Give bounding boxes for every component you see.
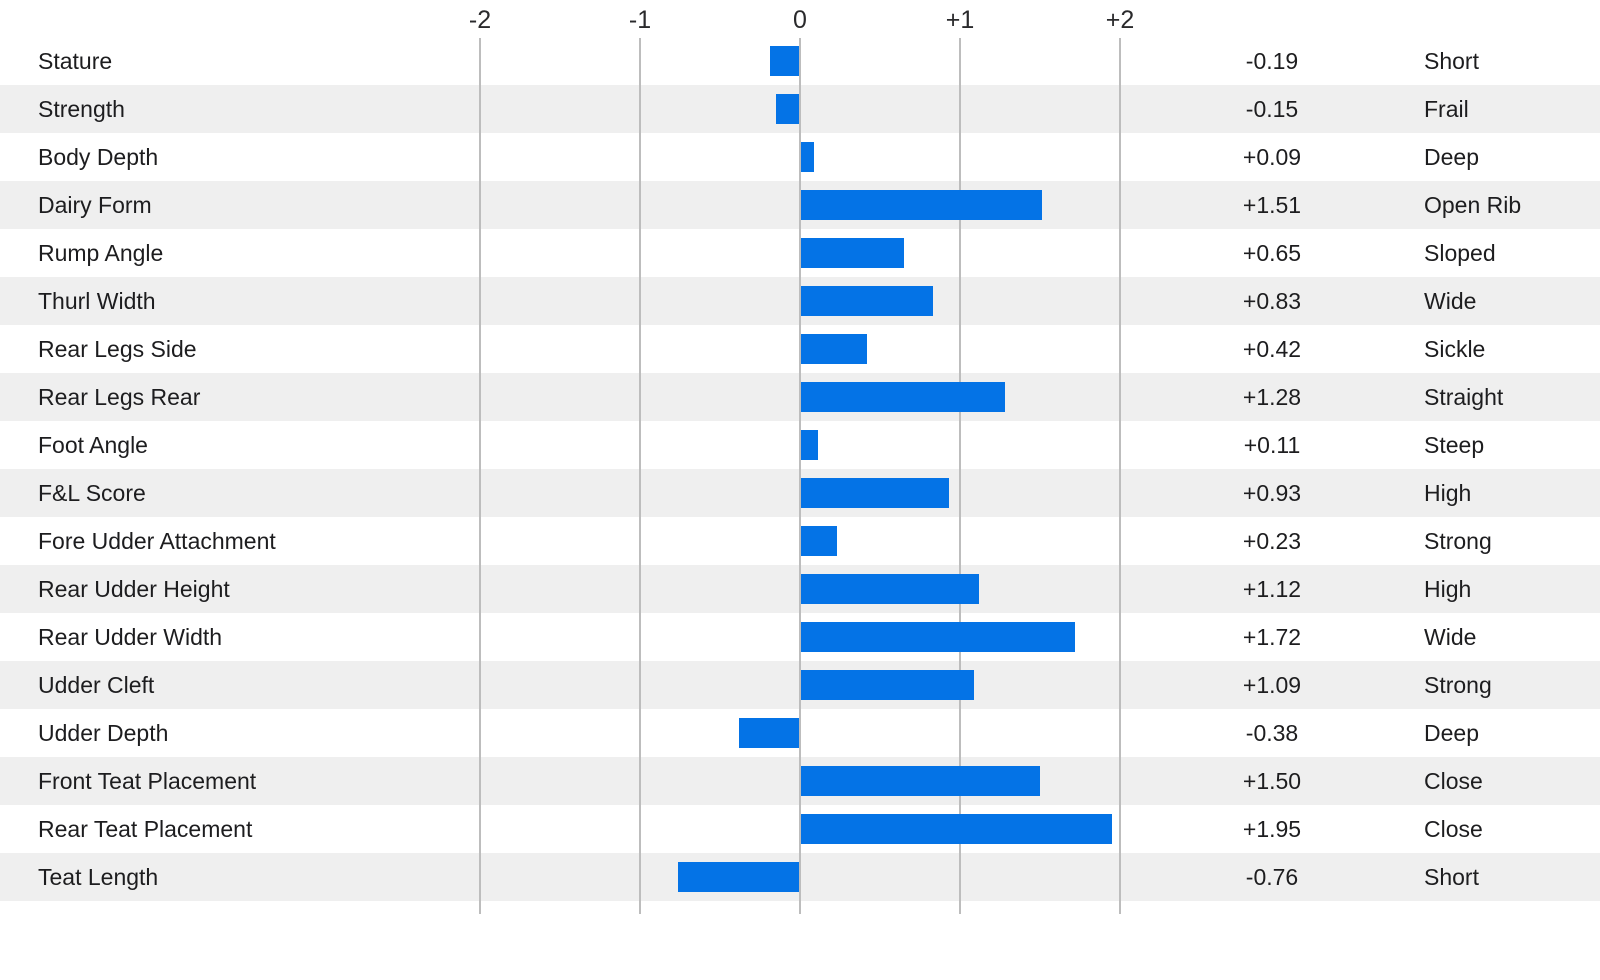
trait-label: Rear Legs Side <box>38 336 197 362</box>
trait-descriptor: Short <box>1424 48 1479 74</box>
trait-value: +0.23 <box>1242 528 1302 554</box>
trait-value: +1.09 <box>1242 672 1302 698</box>
gridline <box>479 38 481 914</box>
trait-label: Rear Udder Width <box>38 624 223 650</box>
trait-descriptor: Open Rib <box>1424 192 1522 218</box>
trait-value: +1.50 <box>1242 768 1302 794</box>
trait-bar <box>801 238 904 268</box>
trait-label: Rear Teat Placement <box>38 816 253 842</box>
trait-descriptor: Deep <box>1424 720 1479 746</box>
trait-label: Udder Cleft <box>38 672 155 698</box>
trait-row: Rump Angle +0.65 Sloped <box>0 229 1600 277</box>
trait-value: +1.95 <box>1242 816 1302 842</box>
trait-bar <box>801 430 818 460</box>
trait-label: Body Depth <box>38 144 159 170</box>
trait-bar <box>801 142 815 172</box>
gridline <box>639 38 641 914</box>
trait-label: Strength <box>38 96 125 122</box>
trait-value: -0.15 <box>1245 96 1299 122</box>
trait-descriptor: Straight <box>1424 384 1504 410</box>
trait-bar <box>801 478 949 508</box>
trait-bar <box>739 718 799 748</box>
axis-tick-label: +1 <box>945 6 975 34</box>
trait-descriptor: Sloped <box>1424 240 1496 266</box>
trait-row: Rear Udder Width +1.72 Wide <box>0 613 1600 661</box>
trait-value: +1.51 <box>1242 192 1302 218</box>
trait-descriptor: Close <box>1424 816 1483 842</box>
trait-value: +1.28 <box>1242 384 1302 410</box>
trait-bar <box>801 622 1076 652</box>
trait-value: -0.38 <box>1245 720 1299 746</box>
trait-value: +1.72 <box>1242 624 1302 650</box>
axis-tick-label: +2 <box>1105 6 1135 34</box>
gridline <box>1119 38 1121 914</box>
trait-value: -0.19 <box>1245 48 1299 74</box>
trait-value: +0.65 <box>1242 240 1302 266</box>
trait-bar <box>801 286 933 316</box>
trait-value: +0.83 <box>1242 288 1302 314</box>
trait-descriptor: High <box>1424 480 1472 506</box>
trait-row: Body Depth +0.09 Deep <box>0 133 1600 181</box>
trait-label: Fore Udder Attachment <box>38 528 276 554</box>
trait-value: +0.11 <box>1243 432 1301 458</box>
trait-descriptor: Steep <box>1424 432 1485 458</box>
trait-label: Foot Angle <box>38 432 148 458</box>
trait-descriptor: Strong <box>1424 528 1492 554</box>
trait-descriptor: Sickle <box>1424 336 1486 362</box>
trait-bar <box>801 814 1112 844</box>
trait-descriptor: High <box>1424 576 1472 602</box>
trait-label: Rump Angle <box>38 240 164 266</box>
trait-row: Udder Depth -0.38 Deep <box>0 709 1600 757</box>
trait-label: Udder Depth <box>38 720 169 746</box>
trait-value: +1.12 <box>1242 576 1302 602</box>
trait-label: Rear Udder Height <box>38 576 230 602</box>
trait-label: Teat Length <box>38 864 159 890</box>
trait-bar <box>801 190 1042 220</box>
trait-bar <box>801 526 837 556</box>
trait-descriptor: Close <box>1424 768 1483 794</box>
trait-descriptor: Deep <box>1424 144 1479 170</box>
trait-row: Rear Teat Placement +1.95 Close <box>0 805 1600 853</box>
axis-tick-label: -2 <box>468 6 492 34</box>
trait-bar <box>678 862 799 892</box>
trait-descriptor: Wide <box>1424 288 1477 314</box>
trait-label: Thurl Width <box>38 288 156 314</box>
trait-value: +0.93 <box>1242 480 1302 506</box>
trait-value: -0.76 <box>1245 864 1299 890</box>
trait-value: +0.42 <box>1242 336 1302 362</box>
gridline <box>959 38 961 914</box>
trait-row: Foot Angle +0.11 Steep <box>0 421 1600 469</box>
trait-label: F&L Score <box>38 480 146 506</box>
trait-bar <box>769 46 799 76</box>
trait-bar <box>801 670 975 700</box>
trait-bar <box>801 382 1005 412</box>
trait-bar <box>776 94 799 124</box>
trait-row: Rear Legs Side +0.42 Sickle <box>0 325 1600 373</box>
gridline <box>799 38 801 914</box>
trait-descriptor: Strong <box>1424 672 1492 698</box>
trait-bar <box>801 766 1040 796</box>
trait-label: Dairy Form <box>38 192 152 218</box>
trait-row: Fore Udder Attachment +0.23 Strong <box>0 517 1600 565</box>
trait-row: Stature -0.19 Short <box>0 37 1600 85</box>
trait-descriptor: Short <box>1424 864 1479 890</box>
trait-label: Front Teat Placement <box>38 768 257 794</box>
trait-descriptor: Wide <box>1424 624 1477 650</box>
trait-label: Stature <box>38 48 113 74</box>
axis-tick-label: -1 <box>628 6 652 34</box>
trait-descriptor: Frail <box>1424 96 1469 122</box>
trait-bar <box>801 574 980 604</box>
trait-bar <box>801 334 868 364</box>
trait-label: Rear Legs Rear <box>38 384 201 410</box>
axis-tick-label: 0 <box>793 6 807 34</box>
trait-value: +0.09 <box>1242 144 1302 170</box>
